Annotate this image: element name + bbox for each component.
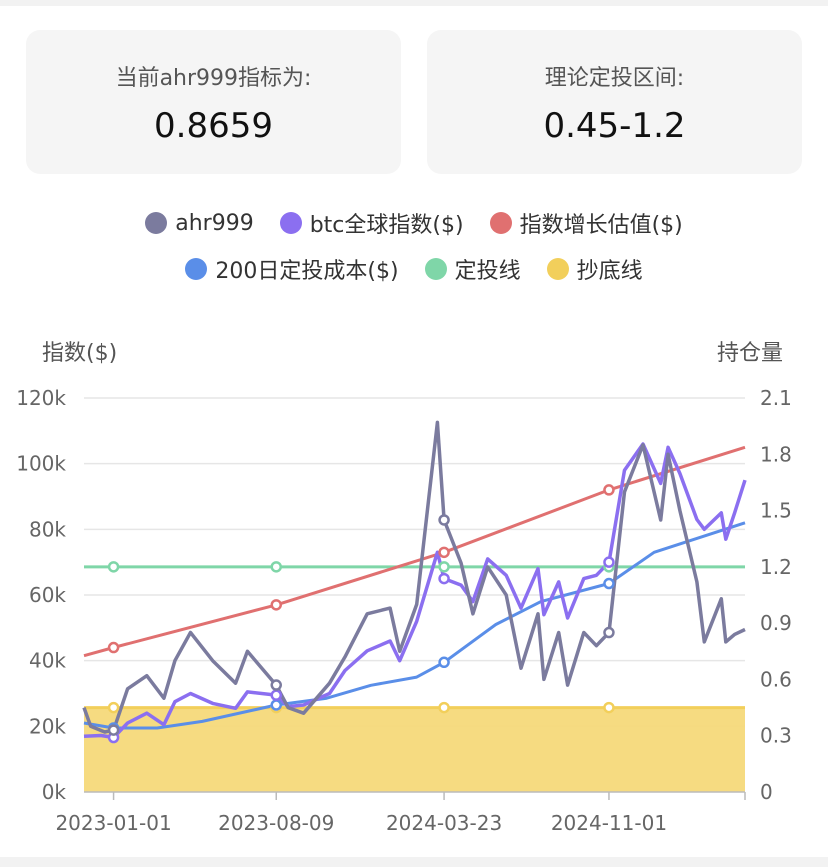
legend-label-bottom-line: 抄底线 — [576, 259, 643, 284]
series-line — [83, 442, 747, 740]
legend-dot-growth-estimate — [489, 212, 512, 234]
series-line — [82, 420, 746, 734]
legend-label-ahr999: ahr999 — [175, 210, 254, 236]
y-left-tick-label: 40k — [29, 649, 66, 673]
y-left-axis-title: 指数($) — [42, 341, 117, 366]
y-right-tick-label: 0 — [760, 780, 773, 804]
series-marker — [603, 556, 615, 568]
y-right-tick-label: 1.8 — [760, 442, 792, 466]
investment-range-card: 理论定投区间: 0.45-1.2 — [427, 30, 802, 174]
y-left-tick-label: 60k — [29, 583, 66, 607]
series-marker — [107, 641, 120, 654]
legend-dot-ahr999 — [145, 212, 168, 234]
legend-item-dca-line[interactable]: 定投线 — [424, 253, 521, 285]
legend-dot-200d-cost — [185, 258, 208, 280]
legend-item-btc-index[interactable]: btc全球指数($) — [279, 207, 464, 239]
y-left-tick-label: 0k — [42, 780, 67, 804]
y-right-axis-title: 持仓量 — [717, 341, 783, 366]
y-left-tick-label: 100k — [16, 452, 66, 476]
series-marker — [107, 561, 120, 573]
bottom-strip — [0, 857, 828, 867]
legend-label-dca-line: 定投线 — [454, 259, 521, 284]
series-marker — [603, 626, 615, 639]
legend-label-btc-index: btc全球指数($) — [309, 213, 464, 238]
series-marker — [270, 699, 282, 711]
y-left-tick-label: 120k — [16, 386, 66, 410]
investment-range-label: 理论定投区间: — [544, 66, 685, 91]
x-tick-label: 2023-08-09 — [218, 811, 334, 835]
chart-series-markers — [107, 484, 615, 744]
y-right-tick-label: 0.3 — [760, 724, 792, 748]
x-tick-label: 2024-11-01 — [551, 811, 667, 835]
chart-axes: 0k 20k 40k 60k 80k 100k 120k 0 0.3 0.6 0.9 1.2 1.5 1.… — [16, 386, 792, 835]
y-right-tick-label: 0.6 — [760, 667, 792, 691]
series-marker — [603, 577, 615, 590]
series-marker — [438, 572, 450, 585]
series-marker — [603, 484, 615, 496]
top-strip — [0, 0, 828, 6]
x-tick-label: 2024-03-23 — [386, 811, 502, 835]
y-left-tick-label: 80k — [29, 517, 66, 541]
y-left-tick-label: 20k — [29, 714, 66, 738]
y-right-tick-label: 1.5 — [760, 499, 792, 523]
series-marker — [438, 546, 450, 559]
series-line — [83, 521, 746, 730]
legend-label-200d-cost: 200日定投成本($) — [215, 259, 399, 284]
x-tick-label: 2023-01-01 — [55, 811, 171, 835]
ahr999-label: 当前ahr999指标为: — [115, 66, 312, 91]
legend-dot-dca-line — [424, 258, 447, 280]
series-marker — [107, 701, 120, 714]
y-right-tick-label: 2.1 — [760, 386, 792, 410]
series-marker — [438, 561, 450, 573]
legend-dot-btc-index — [279, 212, 302, 234]
legend-dot-bottom-line — [546, 258, 569, 280]
legend-item-growth-estimate[interactable]: 指数增长估值($) — [489, 207, 683, 239]
series-marker — [438, 514, 450, 526]
chart-series-lines — [82, 420, 747, 740]
legend-label-growth-estimate: 指数增长估值($) — [519, 213, 683, 238]
series-marker — [438, 701, 450, 714]
series-marker — [270, 561, 282, 573]
investment-range-value: 0.45-1.2 — [543, 106, 686, 146]
series-marker — [107, 724, 120, 736]
series-marker — [270, 689, 282, 701]
series-marker — [438, 656, 450, 669]
bottom-zone-band — [84, 707, 745, 792]
y-right-tick-label: 0.9 — [760, 611, 792, 635]
legend-item-ahr999[interactable]: ahr999 — [145, 210, 254, 236]
series-marker — [270, 679, 282, 691]
y-right-tick-label: 1.2 — [760, 555, 792, 579]
series-marker — [603, 701, 615, 714]
legend-item-200d-cost[interactable]: 200日定投成本($) — [185, 253, 399, 285]
legend-item-bottom-line[interactable]: 抄底线 — [546, 253, 643, 285]
ahr999-value: 0.8659 — [154, 106, 273, 146]
ahr999-value-card: 当前ahr999指标为: 0.8659 — [26, 30, 401, 174]
series-marker — [270, 599, 282, 611]
bottom-zone-fill — [84, 707, 745, 792]
